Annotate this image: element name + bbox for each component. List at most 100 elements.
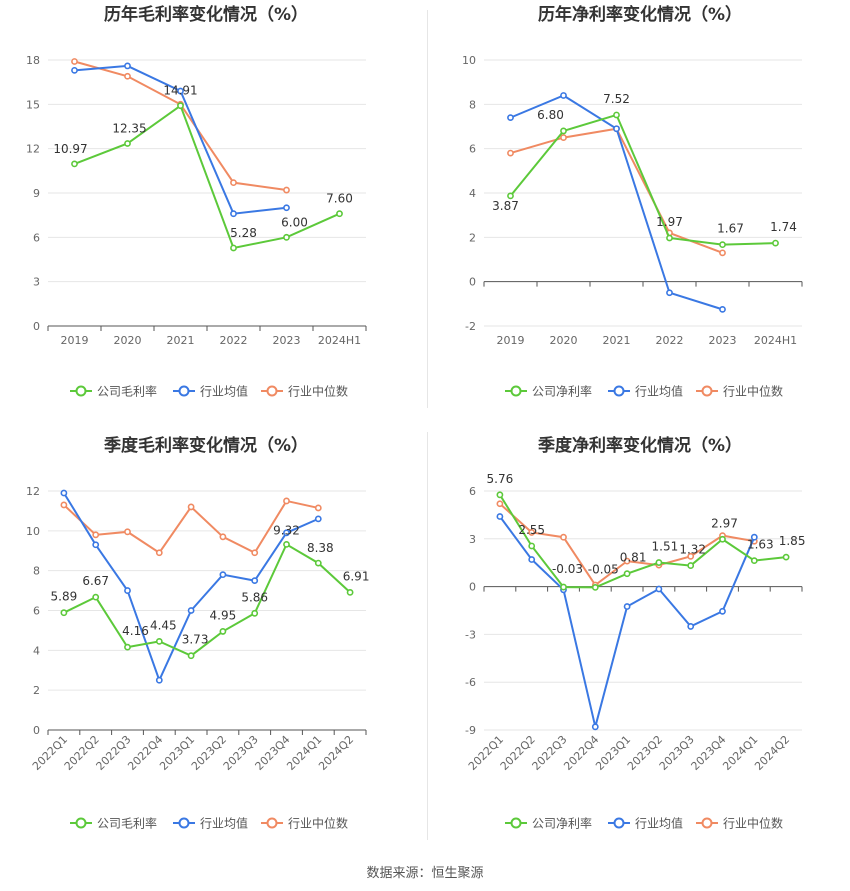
x-tick-label: 2024Q2 xyxy=(752,733,792,773)
data-label: -0.05 xyxy=(588,562,619,576)
data-point-industry_median xyxy=(283,497,290,505)
data-label: 4.16 xyxy=(122,624,149,638)
data-point-industry_avg xyxy=(687,623,695,630)
data-point-industry_median xyxy=(71,58,78,65)
legend: 公司净利率 行业均值 行业中位数 xyxy=(505,816,783,831)
data-label: 2.97 xyxy=(711,516,738,530)
y-tick-label: -3 xyxy=(465,628,476,641)
y-tick-label: -2 xyxy=(465,320,476,333)
y-tick-label: 18 xyxy=(26,54,40,67)
legend-marker-industry_avg xyxy=(178,385,190,397)
x-tick-label: 2023 xyxy=(273,334,301,347)
data-point-company xyxy=(71,160,78,168)
data-point-company xyxy=(782,553,790,561)
x-tick-label: 2020 xyxy=(114,334,142,347)
x-tick-label: 2021 xyxy=(167,334,195,347)
data-point-industry_avg xyxy=(719,607,726,615)
data-point-company xyxy=(507,192,514,200)
y-tick-label: 6 xyxy=(33,605,40,618)
data-point-company xyxy=(613,111,620,119)
y-tick-label: 10 xyxy=(26,525,40,538)
data-point-company xyxy=(346,588,354,596)
chart-panel-3: 季度毛利率变化情况（%）0246810122022Q12022Q22022Q32… xyxy=(26,435,369,831)
data-point-company xyxy=(687,562,695,569)
data-point-industry_median xyxy=(687,552,695,560)
data-point-company xyxy=(60,609,68,617)
chart-title: 季度毛利率变化情况（%） xyxy=(104,435,308,456)
y-tick-label: 8 xyxy=(469,98,476,111)
data-point-industry_median xyxy=(719,249,726,257)
y-tick-label: 4 xyxy=(469,187,476,200)
data-point-industry_median xyxy=(124,72,131,80)
y-tick-label: 15 xyxy=(26,98,40,111)
data-point-company xyxy=(719,241,726,249)
data-point-company xyxy=(772,239,779,247)
data-point-industry_avg xyxy=(314,515,322,523)
vertical-divider-top xyxy=(427,10,428,408)
data-label: 1.51 xyxy=(652,540,679,554)
legend-marker-company xyxy=(510,817,522,829)
data-point-industry_median xyxy=(283,186,290,194)
x-tick-label: 2019 xyxy=(61,334,89,347)
data-point-industry_median xyxy=(60,501,68,509)
data-point-industry_avg xyxy=(623,603,631,610)
data-label: 1.85 xyxy=(779,534,806,548)
legend-label: 行业中位数 xyxy=(288,816,348,831)
legend-label: 行业均值 xyxy=(200,816,248,831)
data-point-industry_avg xyxy=(750,533,758,541)
data-point-company xyxy=(124,140,131,147)
x-tick-label: 2021 xyxy=(603,334,631,347)
data-point-industry_median xyxy=(560,533,567,541)
y-tick-label: -6 xyxy=(465,676,476,689)
data-point-industry_avg xyxy=(507,114,514,122)
series-line-industry_median xyxy=(74,60,287,192)
data-point-industry_avg xyxy=(591,723,599,731)
legend-marker-industry_avg xyxy=(178,817,190,829)
data-point-company xyxy=(655,559,663,566)
legend-marker-company xyxy=(75,817,87,829)
data-point-company xyxy=(560,127,567,135)
data-point-industry_avg xyxy=(92,541,100,549)
legend-label: 公司净利率 xyxy=(532,384,592,399)
data-label: 4.95 xyxy=(210,608,237,622)
legend-label: 公司毛利率 xyxy=(97,384,157,399)
data-point-company xyxy=(283,540,290,548)
data-point-industry_avg xyxy=(251,577,259,585)
data-label: 7.60 xyxy=(326,192,353,206)
legend-marker-industry_median xyxy=(266,817,278,829)
data-label: 1.32 xyxy=(679,543,706,557)
data-point-company xyxy=(560,583,567,591)
legend-marker-industry_median xyxy=(266,385,278,397)
data-point-industry_avg xyxy=(283,529,290,537)
data-label: 0.81 xyxy=(620,551,647,565)
data-point-company xyxy=(666,234,673,242)
y-tick-label: 0 xyxy=(33,724,40,737)
series-line-company xyxy=(74,104,340,250)
data-point-industry_avg xyxy=(666,289,673,297)
data-point-industry_avg xyxy=(60,489,68,497)
data-label: 7.52 xyxy=(603,92,630,106)
data-label: 12.35 xyxy=(112,121,146,135)
data-point-industry_avg xyxy=(560,92,567,99)
y-tick-label: 6 xyxy=(469,143,476,156)
data-label: 10.97 xyxy=(53,142,87,156)
data-point-industry_avg xyxy=(155,676,163,684)
chart-title: 历年净利率变化情况（%） xyxy=(538,4,742,25)
legend-marker-industry_avg xyxy=(613,817,625,829)
data-point-company xyxy=(283,233,290,241)
data-label: 3.87 xyxy=(492,199,519,213)
data-point-industry_median xyxy=(92,531,100,539)
y-tick-label: 0 xyxy=(33,320,40,333)
data-label: 6.67 xyxy=(82,574,109,588)
vertical-divider-bottom xyxy=(427,432,428,840)
y-tick-label: 2 xyxy=(33,684,40,697)
data-label: 6.00 xyxy=(281,215,308,229)
data-label: 8.38 xyxy=(307,541,334,555)
legend-marker-industry_median xyxy=(701,385,713,397)
y-tick-label: 12 xyxy=(26,143,40,156)
data-point-industry_avg xyxy=(528,556,536,563)
data-point-company xyxy=(719,535,726,543)
legend-label: 公司净利率 xyxy=(532,816,592,831)
chart-title: 季度净利率变化情况（%） xyxy=(538,435,742,456)
legend-marker-company xyxy=(510,385,522,397)
